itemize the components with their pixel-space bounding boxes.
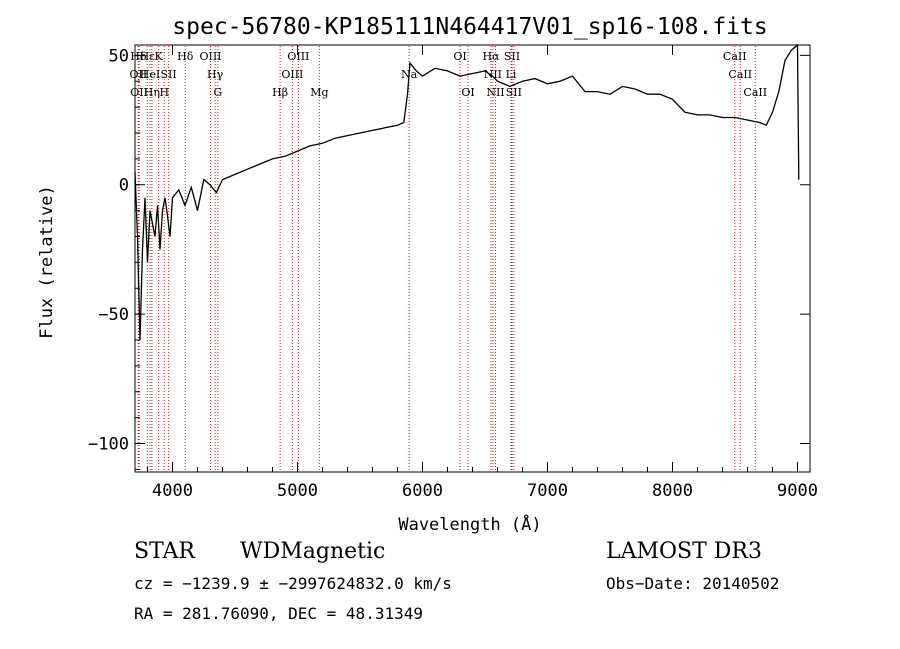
line-label-7: H	[159, 86, 169, 99]
line-label-20: Hα	[482, 50, 500, 63]
line-label-4: HeI	[140, 68, 160, 81]
line-label-5: Hη	[144, 86, 160, 99]
line-label-0: Hδ	[130, 50, 147, 63]
object-class: STAR	[134, 539, 195, 564]
x-tick-label-5: 9000	[777, 481, 818, 501]
plot-frame	[134, 44, 811, 473]
y-tick-label-0: −100	[88, 435, 129, 455]
line-label-10: OIII	[199, 50, 221, 63]
emission-line-markers	[137, 46, 756, 472]
y-tick-label-1: −50	[98, 305, 129, 325]
line-label-28: CaII	[743, 86, 767, 99]
line-label-16: Mg	[310, 86, 328, 99]
x-tick-label-3: 7000	[527, 481, 568, 501]
y-axis-label: Flux (relative)	[37, 185, 57, 339]
redshift-info: cz = −1239.9 ± −2997624832.0 km/s	[134, 574, 452, 593]
line-label-19: OI	[461, 86, 474, 99]
line-label-11: Hγ	[207, 68, 224, 81]
x-tick-label-2: 6000	[402, 481, 443, 501]
observation-date: Obs−Date: 20140502	[606, 574, 780, 593]
object-subclass: WDMagnetic	[240, 539, 386, 564]
line-label-18: OI	[453, 50, 466, 63]
line-label-6: K	[155, 50, 164, 63]
line-label-8: SII	[161, 68, 177, 81]
line-label-15: OIII	[287, 50, 309, 63]
line-label-24: Li	[506, 68, 517, 81]
line-label-23: SII	[504, 50, 520, 63]
x-axis-ticks: 4000 5000 6000 7000 8000 9000	[147, 45, 818, 501]
x-tick-label-4: 8000	[652, 481, 693, 501]
line-label-21: NII	[484, 68, 502, 81]
y-axis-ticks: −100 −50 0 50	[88, 46, 810, 470]
chart-title: spec-56780-KP185111N464417V01_sp16-108.f…	[172, 14, 767, 40]
x-axis-label: Wavelength (Å)	[398, 513, 541, 535]
x-tick-label-1: 5000	[277, 481, 318, 501]
line-label-12: G	[213, 86, 222, 99]
x-tick-label-0: 4000	[152, 481, 193, 501]
spectrum-series	[134, 43, 800, 341]
y-tick-label-2: 0	[119, 176, 129, 196]
line-label-3: Hε	[140, 50, 156, 63]
line-label-1: OII	[130, 68, 148, 81]
line-label-26: CaII	[723, 50, 747, 63]
line-label-27: CaII	[728, 68, 752, 81]
line-label-14: OIII	[281, 68, 303, 81]
line-label-25: SII	[506, 86, 522, 99]
line-label-9: Hδ	[177, 50, 194, 63]
y-tick-label-3: 50	[109, 46, 129, 66]
coordinates: RA = 281.76090, DEC = 48.31349	[134, 604, 423, 623]
line-label-22: NII	[486, 86, 504, 99]
line-label-13: Hβ	[272, 86, 288, 99]
survey-name: LAMOST DR3	[606, 539, 762, 564]
